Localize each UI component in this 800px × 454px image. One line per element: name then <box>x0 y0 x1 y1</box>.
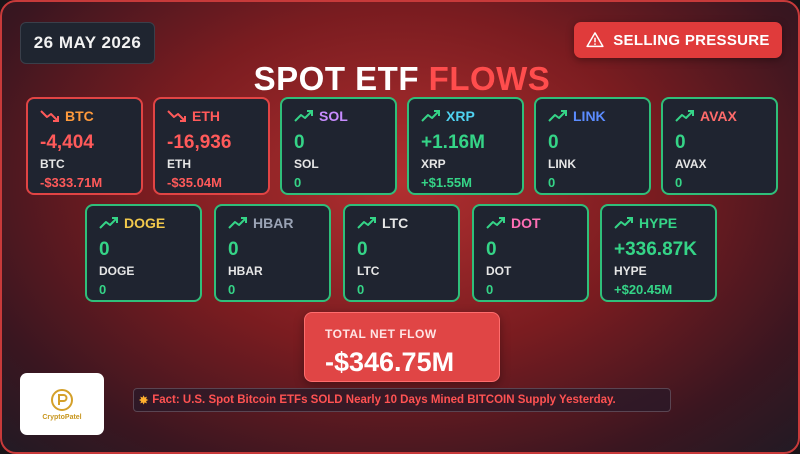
asset-card-ltc: LTC 0 LTC 0 <box>343 204 460 302</box>
asset-symbol: LTC <box>382 215 409 231</box>
asset-ticker: LINK <box>548 157 576 171</box>
asset-card-link: LINK 0 LINK 0 <box>534 97 651 195</box>
total-net-flow-card: TOTAL NET FLOW -$346.75M <box>304 312 500 382</box>
asset-usd-flow: +$1.55M <box>421 175 472 190</box>
page-title: SPOT ETF FLOWS <box>2 60 798 98</box>
asset-card-btc: BTC -4,404 BTC -$333.71M <box>26 97 143 195</box>
asset-card-header: LTC <box>357 212 448 234</box>
asset-card-header: ETH <box>167 105 258 127</box>
trend-up-icon <box>294 110 313 122</box>
asset-card-header: SOL <box>294 105 385 127</box>
brand-logo: CryptoPatel <box>20 373 104 435</box>
trend-up-icon <box>614 217 633 229</box>
asset-flow: 0 <box>228 239 239 260</box>
title-part-1: SPOT ETF <box>253 60 419 97</box>
asset-flow: +336.87K <box>614 239 697 260</box>
fact-banner: ✸ Fact: U.S. Spot Bitcoin ETFs SOLD Near… <box>133 388 671 412</box>
asset-ticker: BTC <box>40 157 65 171</box>
trend-up-icon <box>99 217 118 229</box>
brand-name: CryptoPatel <box>42 413 82 421</box>
asset-card-doge: DOGE 0 DOGE 0 <box>85 204 202 302</box>
asset-flow: 0 <box>548 132 559 153</box>
warning-triangle-icon <box>586 32 604 48</box>
asset-symbol: XRP <box>446 108 475 124</box>
date-badge: 26 MAY 2026 <box>20 22 155 64</box>
asset-symbol: BTC <box>65 108 94 124</box>
asset-card-avax: AVAX 0 AVAX 0 <box>661 97 778 195</box>
asset-card-header: HYPE <box>614 212 705 234</box>
asset-ticker: DOT <box>486 264 512 278</box>
burst-icon: ✸ <box>139 394 149 407</box>
asset-flow: 0 <box>357 239 368 260</box>
asset-card-header: DOT <box>486 212 577 234</box>
asset-ticker: HYPE <box>614 264 647 278</box>
asset-card-header: DOGE <box>99 212 190 234</box>
asset-usd-flow: 0 <box>228 282 236 297</box>
asset-usd-flow: -$333.71M <box>40 175 103 190</box>
asset-flow: +1.16M <box>421 132 485 153</box>
asset-usd-flow: 0 <box>486 282 494 297</box>
trend-up-icon <box>486 217 505 229</box>
trend-up-icon <box>548 110 567 122</box>
asset-symbol: HBAR <box>253 215 294 231</box>
asset-ticker: HBAR <box>228 264 263 278</box>
asset-flow: 0 <box>294 132 305 153</box>
asset-symbol: DOGE <box>124 215 166 231</box>
asset-flow: 0 <box>675 132 686 153</box>
trend-up-icon <box>421 110 440 122</box>
asset-card-eth: ETH -16,936 ETH -$35.04M <box>153 97 270 195</box>
asset-symbol: DOT <box>511 215 541 231</box>
asset-usd-flow: 0 <box>357 282 365 297</box>
trend-up-icon <box>675 110 694 122</box>
asset-symbol: LINK <box>573 108 606 124</box>
asset-usd-flow: 0 <box>548 175 556 190</box>
crypto-coin-icon <box>51 388 73 411</box>
asset-card-header: AVAX <box>675 105 766 127</box>
asset-card-dot: DOT 0 DOT 0 <box>472 204 589 302</box>
asset-usd-flow: 0 <box>294 175 302 190</box>
asset-symbol: SOL <box>319 108 348 124</box>
asset-card-header: LINK <box>548 105 639 127</box>
fact-text: Fact: U.S. Spot Bitcoin ETFs SOLD Nearly… <box>152 394 616 406</box>
asset-ticker: DOGE <box>99 264 135 278</box>
trend-down-icon <box>167 110 186 122</box>
selling-pressure-badge[interactable]: SELLING PRESSURE <box>574 22 782 58</box>
total-net-flow-label: TOTAL NET FLOW <box>325 327 437 341</box>
asset-card-header: XRP <box>421 105 512 127</box>
asset-card-hype: HYPE +336.87K HYPE +$20.45M <box>600 204 717 302</box>
asset-symbol: HYPE <box>639 215 678 231</box>
asset-usd-flow: +$20.45M <box>614 282 673 297</box>
total-net-flow-value: -$346.75M <box>325 347 455 377</box>
date-label: 26 MAY 2026 <box>33 33 142 52</box>
asset-usd-flow: 0 <box>675 175 683 190</box>
asset-card-hbar: HBAR 0 HBAR 0 <box>214 204 331 302</box>
asset-flow: -16,936 <box>167 132 232 153</box>
selling-pressure-label: SELLING PRESSURE <box>613 31 770 49</box>
title-part-2: FLOWS <box>428 60 551 97</box>
asset-symbol: AVAX <box>700 108 737 124</box>
asset-ticker: XRP <box>421 157 446 171</box>
asset-card-xrp: XRP +1.16M XRP +$1.55M <box>407 97 524 195</box>
trend-up-icon <box>228 217 247 229</box>
asset-ticker: SOL <box>294 157 319 171</box>
asset-usd-flow: 0 <box>99 282 107 297</box>
trend-down-icon <box>40 110 59 122</box>
asset-usd-flow: -$35.04M <box>167 175 222 190</box>
asset-card-sol: SOL 0 SOL 0 <box>280 97 397 195</box>
trend-up-icon <box>357 217 376 229</box>
asset-card-header: HBAR <box>228 212 319 234</box>
asset-flow: 0 <box>486 239 497 260</box>
asset-card-header: BTC <box>40 105 131 127</box>
asset-flow: -4,404 <box>40 132 94 153</box>
asset-ticker: ETH <box>167 157 191 171</box>
asset-ticker: AVAX <box>675 157 707 171</box>
asset-ticker: LTC <box>357 264 380 278</box>
asset-flow: 0 <box>99 239 110 260</box>
asset-symbol: ETH <box>192 108 220 124</box>
